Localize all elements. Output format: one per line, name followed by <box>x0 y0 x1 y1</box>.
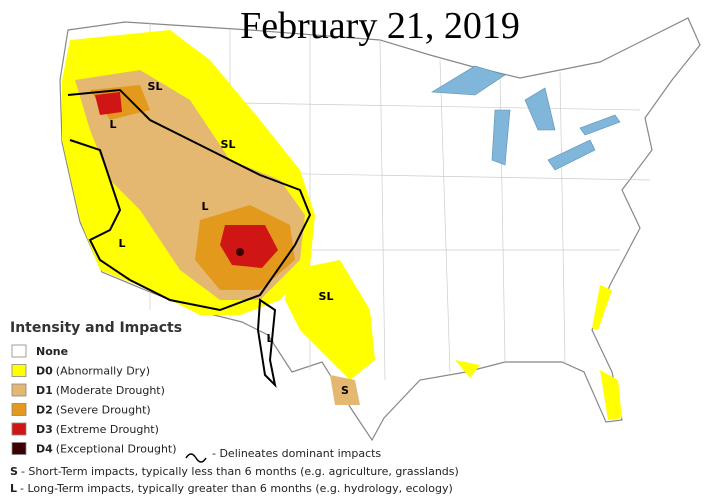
legend-label: (Moderate Drought) <box>56 384 165 397</box>
impact-lines <box>67 88 312 389</box>
impact-label: L <box>201 200 208 213</box>
legend-label: (Severe Drought) <box>56 404 151 417</box>
impact-label: SL <box>221 138 236 151</box>
d0-se <box>455 285 622 420</box>
impact-line-icon <box>185 453 207 463</box>
impact-text: - Short-Term impacts, typically less tha… <box>21 465 459 478</box>
legend-item: D2 (Severe Drought) <box>36 404 151 417</box>
impact-label: SL <box>319 290 334 303</box>
impact-note: L- Long-Term impacts, typically greater … <box>10 482 453 495</box>
impact-label: L <box>118 237 125 250</box>
legend-swatch <box>11 383 27 397</box>
d3-area <box>95 92 278 268</box>
d4-area <box>236 248 244 256</box>
impact-code: L <box>10 482 17 495</box>
legend-item: D3 (Extreme Drought) <box>36 423 159 436</box>
legend-code: D1 <box>36 384 53 397</box>
impact-text: - Long-Term impacts, typically greater t… <box>20 482 453 495</box>
great-lakes <box>431 65 621 171</box>
legend-code: D0 <box>36 365 53 378</box>
us-land <box>59 17 701 442</box>
legend-item: D4 (Exceptional Drought) <box>36 443 177 456</box>
legend-code: D4 <box>36 443 53 456</box>
line-note: - Delineates dominant impacts <box>212 447 381 460</box>
legend-swatch <box>11 442 27 455</box>
d0-texas <box>285 260 375 380</box>
impact-label: SL <box>148 80 163 93</box>
legend-swatch <box>11 403 27 416</box>
d1-texas <box>330 375 360 405</box>
legend-label: (Abnormally Dry) <box>56 365 150 378</box>
impact-label: L <box>266 332 273 345</box>
legend-label: (Exceptional Drought) <box>56 443 177 456</box>
impact-label: L <box>109 118 116 131</box>
legend-item: D0 (Abnormally Dry) <box>36 365 150 378</box>
legend-swatch <box>11 344 27 358</box>
legend-swatch <box>11 422 27 436</box>
legend-code: D2 <box>36 404 53 417</box>
legend-label: (Extreme Drought) <box>56 423 159 436</box>
impact-code: S <box>10 465 18 478</box>
legend-item: D1 (Moderate Drought) <box>36 384 165 397</box>
impact-note: S- Short-Term impacts, typically less th… <box>10 465 459 478</box>
map-title: February 21, 2019 <box>240 5 520 47</box>
legend-item: None <box>36 345 68 358</box>
legend-code: None <box>36 345 68 358</box>
legend-swatch <box>11 364 27 377</box>
legend-title: Intensity and Impacts <box>10 320 182 336</box>
impact-label: S <box>341 384 349 397</box>
legend-code: D3 <box>36 423 53 436</box>
